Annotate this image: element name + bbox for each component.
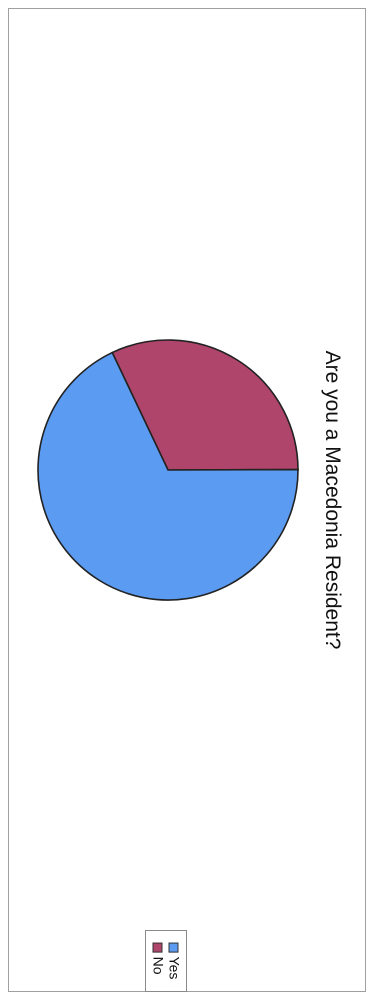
pie-slice-no xyxy=(111,339,299,471)
legend-item-no: No xyxy=(150,942,167,980)
legend-item-yes: Yes xyxy=(166,942,183,980)
legend-swatch-yes xyxy=(169,942,179,953)
legend-label-yes: Yes xyxy=(166,956,183,980)
pie-slice-yes xyxy=(37,351,299,601)
legend-swatch-no xyxy=(153,942,163,953)
legend-label-no: No xyxy=(150,956,167,975)
chart-legend: Yes No xyxy=(145,930,187,992)
